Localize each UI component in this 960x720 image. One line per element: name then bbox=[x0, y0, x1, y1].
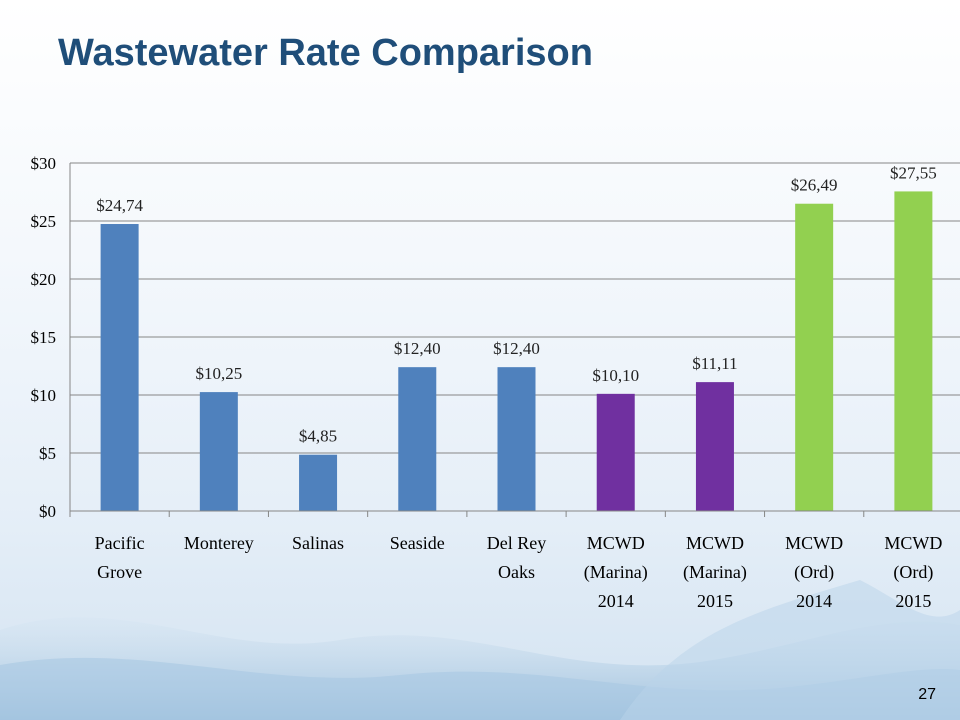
bar bbox=[795, 203, 834, 511]
data-label: $27,55 bbox=[890, 163, 937, 182]
category-label: MCWD bbox=[686, 533, 744, 553]
bar bbox=[398, 367, 437, 511]
data-label: $10,25 bbox=[195, 364, 242, 383]
y-tick-label: $25 bbox=[31, 212, 57, 231]
slide-title: Wastewater Rate Comparison bbox=[58, 32, 593, 74]
category-label: (Ord) bbox=[893, 562, 933, 583]
category-label: 2015 bbox=[895, 591, 931, 611]
category-label: MCWD bbox=[587, 533, 645, 553]
data-label: $12,40 bbox=[394, 339, 441, 358]
category-label: 2014 bbox=[796, 591, 832, 611]
data-label: $12,40 bbox=[493, 339, 540, 358]
category-label: Monterey bbox=[184, 533, 254, 553]
data-labels: $24,74 $10,25 $4,85 $12,40 $12,40 $10,10 $11,1… bbox=[96, 163, 937, 445]
category-label: Grove bbox=[97, 562, 142, 582]
category-label: Seaside bbox=[390, 533, 445, 553]
y-tick-label: $15 bbox=[31, 328, 57, 347]
category-label: (Ord) bbox=[794, 562, 834, 583]
data-label: $11,11 bbox=[692, 354, 738, 373]
category-label: (Marina) bbox=[584, 562, 648, 583]
y-tick-label: $0 bbox=[39, 502, 56, 521]
axes bbox=[69, 163, 960, 517]
category-label: (Marina) bbox=[683, 562, 747, 583]
x-axis-category-labels: Pacific Grove Monterey Salinas Seaside Del Re… bbox=[95, 533, 943, 611]
y-tick-label: $5 bbox=[39, 444, 56, 463]
bar bbox=[299, 454, 338, 511]
bar bbox=[199, 392, 238, 511]
category-label: 2014 bbox=[598, 591, 634, 611]
y-tick-label: $10 bbox=[31, 386, 57, 405]
category-label: Del Rey bbox=[487, 533, 546, 553]
y-axis-tick-labels: $0 $5 $10 $15 $20 $25 $30 bbox=[31, 154, 57, 521]
data-label: $4,85 bbox=[299, 427, 337, 446]
data-label: $24,74 bbox=[96, 196, 143, 215]
bar bbox=[497, 367, 536, 511]
bar bbox=[100, 224, 139, 512]
y-tick-label: $20 bbox=[31, 270, 57, 289]
category-label: MCWD bbox=[884, 533, 942, 553]
category-label: Salinas bbox=[292, 533, 344, 553]
category-label: MCWD bbox=[785, 533, 843, 553]
page-number: 27 bbox=[918, 686, 936, 703]
data-label: $10,10 bbox=[592, 366, 639, 385]
y-tick-label: $30 bbox=[31, 154, 57, 173]
category-label: Pacific bbox=[95, 533, 145, 553]
data-label: $26,49 bbox=[791, 176, 838, 195]
bar bbox=[894, 191, 933, 512]
category-label: Oaks bbox=[498, 562, 535, 582]
category-label: 2015 bbox=[697, 591, 733, 611]
bars bbox=[100, 191, 933, 512]
bar bbox=[596, 393, 635, 511]
bar bbox=[695, 382, 734, 511]
